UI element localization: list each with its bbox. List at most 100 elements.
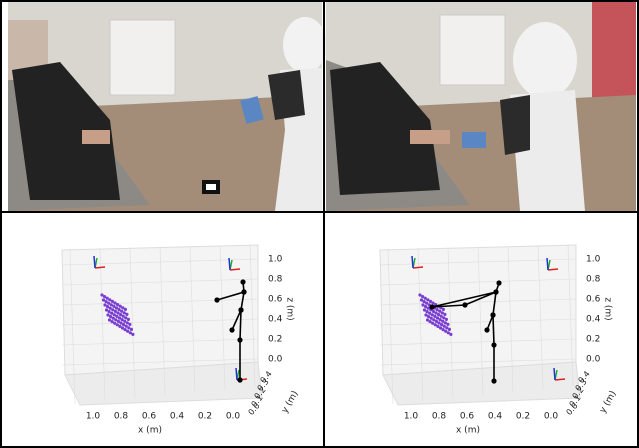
grid-line [379, 298, 577, 306]
frame-z [411, 255, 414, 269]
point-cloud [117, 308, 121, 312]
point-cloud [421, 303, 425, 307]
point-cloud [118, 304, 122, 308]
point-cloud [122, 311, 126, 315]
z-tick-label: 1.0 [268, 255, 283, 265]
point-cloud [120, 318, 124, 322]
point-cloud [431, 301, 435, 305]
point-cloud [446, 322, 450, 326]
x-tick-label: 0.6 [142, 412, 157, 422]
skeleton-joint [237, 337, 243, 343]
point-cloud [434, 319, 438, 323]
grid-line [61, 278, 259, 286]
point-cloud [438, 318, 442, 322]
point-cloud [105, 296, 109, 300]
point-cloud [128, 322, 132, 326]
point-cloud [127, 326, 131, 330]
z-tick-label: 0.2 [268, 335, 282, 345]
point-cloud [104, 308, 109, 312]
point-cloud [431, 309, 435, 313]
x-axis-label: x (m) [138, 426, 162, 436]
z-tick-label: 0.8 [268, 275, 283, 285]
point-cloud [432, 318, 436, 322]
point-cloud [100, 293, 104, 297]
grid-line [61, 358, 259, 366]
point-cloud [108, 306, 112, 310]
skeleton-joint [493, 289, 499, 295]
point-cloud [428, 320, 432, 324]
skeleton-joint [491, 342, 497, 348]
point-cloud [441, 319, 445, 323]
x-tick-label: 0.4 [488, 412, 503, 422]
frame-x [547, 268, 559, 271]
point-cloud [444, 329, 448, 333]
point-cloud [449, 332, 453, 336]
x-tick-label: 0.2 [198, 412, 212, 422]
point-cloud [430, 313, 434, 317]
point-cloud [428, 311, 432, 315]
point-cloud [107, 318, 112, 322]
x-tick-label: 0.8 [432, 412, 447, 422]
frame-z [93, 255, 96, 269]
z-axis-label: z (m) [285, 297, 295, 320]
pane-grid [249, 244, 256, 387]
point-cloud [111, 316, 115, 320]
plot-3d: 0.0 0.2 0.4 0.6 0.8 1.0 z (m) 1.0 0.8 0.6 0.4 0.2 0.… [61, 244, 301, 436]
x-tick-label: 0.8 [114, 412, 129, 422]
point-cloud [107, 301, 111, 305]
point-cloud [437, 321, 441, 325]
point-cloud [439, 314, 443, 318]
point-cloud [118, 324, 122, 328]
point-cloud [110, 311, 114, 315]
point-cloud [426, 306, 430, 310]
point-cloud [110, 320, 114, 324]
point-cloud [124, 316, 128, 320]
pane-grid [537, 245, 544, 390]
point-cloud [425, 301, 429, 305]
grid-line [379, 358, 577, 366]
frame-x [229, 268, 241, 271]
z-tick-label: 0.0 [268, 355, 283, 365]
x-tick-label: 0.6 [460, 412, 475, 422]
point-cloud [424, 313, 428, 317]
point-cloud [443, 321, 447, 325]
plot-3d: 0.0 0.2 0.4 0.6 0.8 1.0 z (m) 1.0 0.8 0.6 0.4 0.2 0.… [379, 244, 619, 436]
point-cloud [113, 301, 117, 305]
point-cloud [433, 314, 437, 318]
point-cloud [447, 327, 451, 331]
point-cloud [421, 295, 425, 299]
point-cloud [120, 309, 124, 313]
point-cloud [446, 331, 450, 335]
skeleton-joint [238, 307, 244, 313]
pane-grid [567, 244, 574, 387]
point-cloud [119, 321, 123, 325]
point-cloud [427, 315, 431, 319]
point-cloud [114, 306, 119, 310]
point-cloud [422, 300, 426, 304]
frame-z [553, 367, 556, 381]
x-tick-label: 0.4 [170, 412, 185, 422]
z-tick-label: 0.6 [268, 295, 283, 305]
photo-right [326, 0, 636, 211]
x-tick-label: 1.0 [86, 412, 101, 422]
point-cloud [116, 311, 120, 315]
skeleton-joint [229, 327, 235, 333]
point-cloud [112, 304, 116, 308]
point-cloud [103, 295, 107, 299]
point-cloud [438, 326, 443, 330]
point-cloud [441, 328, 445, 332]
skeleton-joint [241, 289, 247, 295]
point-cloud [129, 327, 133, 331]
skeleton-joint [491, 378, 497, 384]
point-cloud [126, 317, 130, 321]
z-axis-label: z (m) [603, 297, 613, 320]
point-cloud [116, 319, 120, 323]
pane-grid [417, 248, 424, 402]
z-tick-label: 0.0 [586, 355, 601, 365]
grid-line [61, 338, 259, 346]
point-cloud [124, 324, 128, 328]
point-cloud [101, 298, 106, 302]
pane-grid [159, 246, 166, 396]
point-cloud [419, 298, 424, 302]
